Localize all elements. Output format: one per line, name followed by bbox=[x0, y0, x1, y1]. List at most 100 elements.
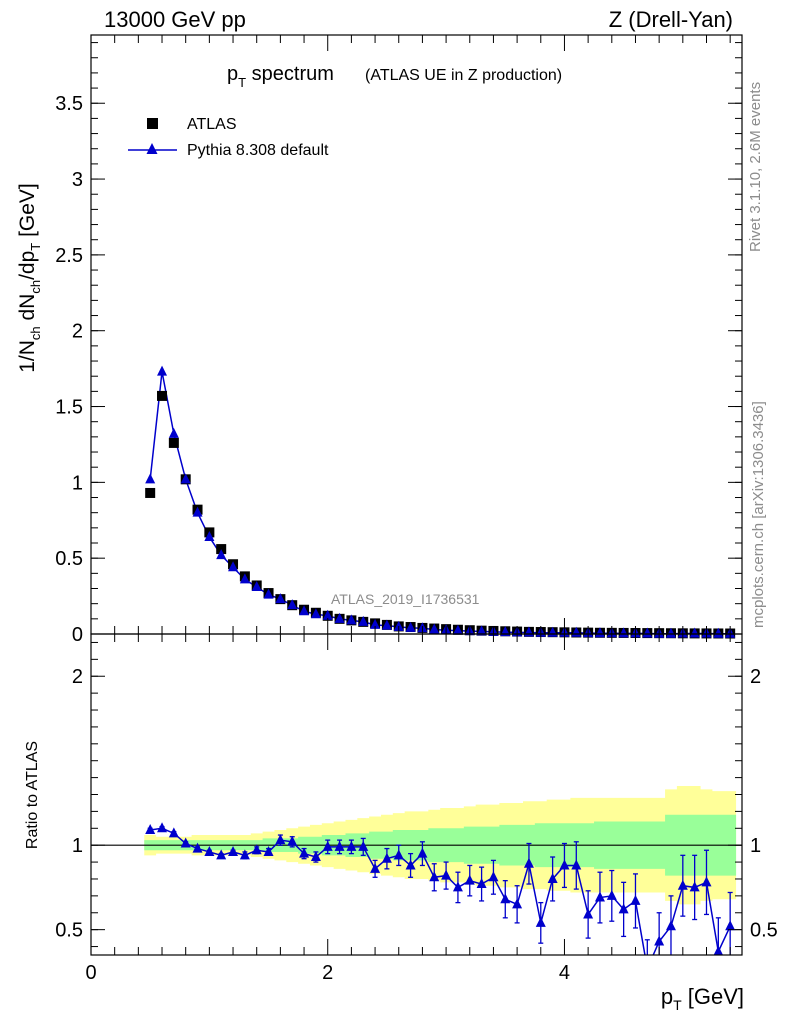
ratio-point bbox=[512, 898, 523, 909]
mc-point bbox=[665, 627, 676, 638]
mc-point bbox=[180, 473, 191, 484]
xlab-sub: T bbox=[673, 997, 682, 1013]
ylab-5: T bbox=[28, 243, 43, 251]
mc-point bbox=[322, 609, 333, 620]
ratio-point bbox=[216, 849, 227, 860]
main-y-tick-label: 3 bbox=[72, 169, 83, 191]
ylab-2: dN bbox=[16, 294, 39, 327]
ratio-point bbox=[665, 920, 676, 931]
mcplots-label: mcplots.cern.ch [arXiv:1306.3436] bbox=[750, 401, 767, 628]
ratio-point bbox=[204, 845, 215, 856]
data-point bbox=[157, 390, 168, 401]
ratio-point bbox=[725, 920, 736, 931]
main-y-tick-label: 0.5 bbox=[55, 548, 83, 570]
mc-point bbox=[287, 599, 298, 610]
mc-point bbox=[642, 627, 653, 638]
main-y-tick-label: 1.5 bbox=[55, 397, 83, 419]
ratio-point bbox=[571, 859, 582, 870]
ylab-4: /dp bbox=[16, 251, 39, 280]
mc-point bbox=[263, 588, 274, 599]
ratio-point bbox=[334, 840, 345, 851]
ratio-point bbox=[547, 872, 558, 883]
ratio-point bbox=[239, 849, 250, 860]
ratio-point bbox=[677, 879, 688, 890]
plot-title-paren: (ATLAS UE in Z production) bbox=[365, 67, 562, 84]
data-point bbox=[168, 437, 179, 448]
ratio-point bbox=[287, 835, 298, 846]
mc-point bbox=[310, 608, 321, 619]
main-panel: 0 0.5 1 1.5 2 2.5 3 3.5 pT spectrum (ATLAS UE i… bbox=[16, 34, 743, 646]
mc-point bbox=[381, 619, 392, 630]
legend-data-label: ATLAS bbox=[187, 116, 237, 133]
ratio-point bbox=[488, 871, 499, 882]
main-y-tick-label: 3.5 bbox=[55, 93, 83, 115]
ratio-point bbox=[500, 893, 511, 904]
x-tick-label: 0 bbox=[85, 962, 96, 984]
data-point bbox=[216, 544, 227, 555]
mc-point bbox=[216, 549, 227, 560]
ratio-point bbox=[535, 916, 546, 927]
ratio-y-tick-label-right: 2 bbox=[750, 666, 761, 688]
mc-point bbox=[346, 614, 357, 625]
ratio-point bbox=[464, 874, 475, 885]
main-x-ticks bbox=[90, 35, 731, 634]
x-tick-label: 2 bbox=[322, 962, 333, 984]
main-y-tick-label: 1 bbox=[72, 472, 83, 494]
x-tick-label: 4 bbox=[559, 962, 570, 984]
ratio-point bbox=[642, 963, 652, 973]
header-left: 13000 GeV pp bbox=[104, 7, 246, 32]
ratio-point bbox=[168, 827, 179, 838]
ratio-point bbox=[180, 837, 191, 848]
mc-point bbox=[334, 612, 345, 623]
ratio-point bbox=[310, 851, 321, 862]
ylab-6: [GeV] bbox=[16, 183, 39, 243]
legend-mc-label: Pythia 8.308 default bbox=[187, 142, 329, 159]
ratio-point bbox=[452, 881, 463, 892]
main-y-tick-label: 2 bbox=[72, 321, 83, 343]
main-y-label: 1/Nch dNch/dpT [GeV] bbox=[16, 183, 43, 373]
ratio-point bbox=[370, 862, 381, 873]
mc-point bbox=[713, 627, 724, 638]
main-y-tick-label: 2.5 bbox=[55, 245, 83, 267]
ratio-point bbox=[322, 840, 333, 851]
ratio-marks bbox=[145, 822, 736, 973]
ratio-point bbox=[689, 881, 700, 892]
ratio-point bbox=[606, 889, 617, 900]
ratio-x-ticks: 0 2 4 bbox=[85, 634, 731, 984]
ratio-point bbox=[358, 840, 369, 851]
mc-point bbox=[275, 593, 286, 604]
main-y-tick-label: 0 bbox=[72, 624, 83, 646]
mc-point bbox=[452, 624, 463, 635]
xlab-p: p bbox=[661, 984, 673, 1009]
legend-mc-marker bbox=[146, 143, 158, 154]
mc-point bbox=[393, 620, 404, 631]
title-rest: spectrum bbox=[246, 63, 334, 85]
ratio-y-tick-label: 1 bbox=[72, 835, 83, 857]
ratio-y-ticks: 0.5 0.5 1 1 2 2 bbox=[55, 641, 778, 948]
mc-point bbox=[358, 615, 369, 626]
plot-title: pT spectrum bbox=[227, 63, 334, 90]
mc-point bbox=[192, 506, 203, 517]
mc-point bbox=[689, 627, 700, 638]
ratio-point bbox=[346, 840, 357, 851]
legend: ATLAS Pythia 8.308 default bbox=[128, 116, 329, 159]
ratio-point bbox=[441, 869, 452, 880]
ratio-frame bbox=[90, 633, 743, 956]
ratio-y-tick-label: 0.5 bbox=[55, 920, 83, 942]
mc-point bbox=[405, 621, 416, 632]
ratio-point bbox=[393, 849, 404, 860]
xlab-unit: [GeV] bbox=[682, 984, 744, 1009]
mc-point bbox=[594, 627, 605, 638]
ratio-point bbox=[192, 842, 203, 853]
ratio-point bbox=[275, 834, 286, 845]
mc-point bbox=[429, 623, 440, 634]
mc-point bbox=[228, 561, 239, 572]
x-axis-label: pT [GeV] bbox=[661, 984, 744, 1013]
ratio-point bbox=[429, 871, 440, 882]
ratio-point bbox=[523, 857, 534, 868]
mc-point bbox=[251, 580, 262, 591]
title-sub: T bbox=[238, 75, 246, 90]
data-point bbox=[145, 487, 156, 498]
ratio-point bbox=[701, 876, 712, 887]
